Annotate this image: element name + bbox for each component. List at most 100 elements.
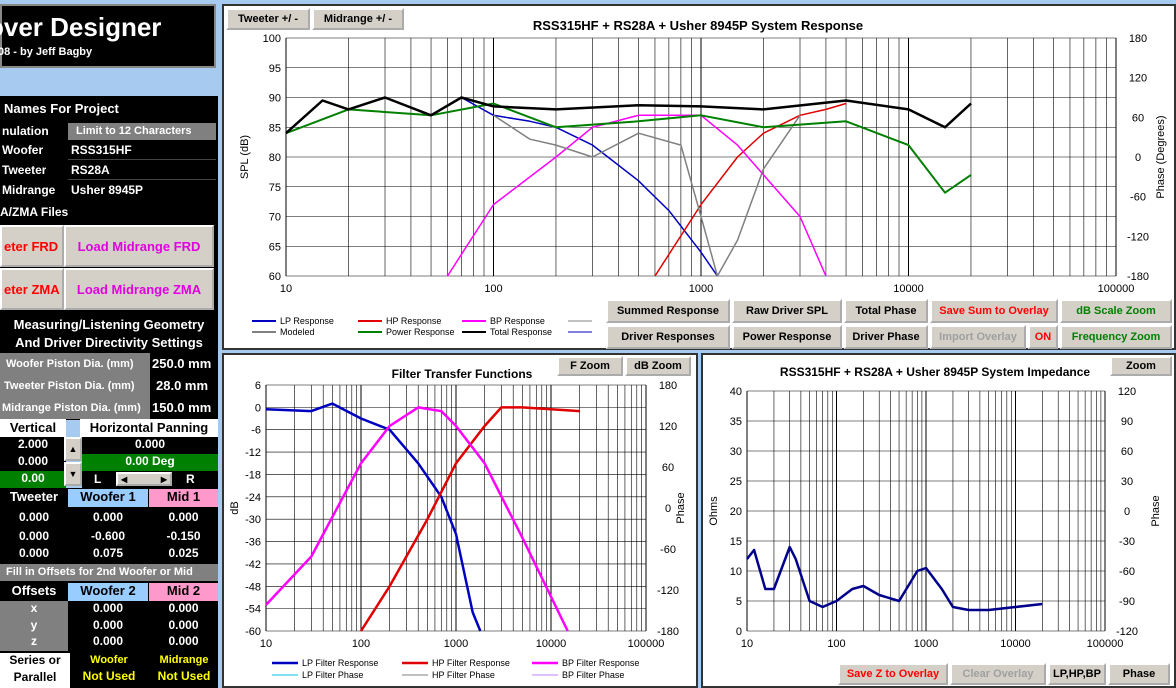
load-midrange-frd-button[interactable]: Load Midrange FRD	[64, 225, 214, 267]
woofer-series-bg	[72, 653, 146, 688]
filter-transfer-chart: Filter Transfer Functions60-6-12-18-24-3…	[229, 367, 687, 680]
vertical-down-button[interactable]: ▼	[64, 462, 82, 486]
power-response-button[interactable]: Power Response	[732, 325, 842, 349]
driver-phase-button[interactable]: Driver Phase	[844, 325, 928, 349]
mid1-y[interactable]: -0.150	[166, 529, 201, 543]
power-response-line	[285, 102, 972, 194]
response-xtick-label: 10000	[893, 283, 924, 295]
vertical-value-3[interactable]: 0.00	[0, 471, 66, 488]
tweeter-piston-field[interactable]: 28.0 mm	[150, 375, 218, 397]
mid-series-value[interactable]: Not Used	[157, 669, 211, 683]
impedance-ytick-label: 30	[730, 446, 742, 458]
tweeter-z[interactable]: 0.000	[18, 546, 50, 560]
f-zoom-button[interactable]: F Zoom	[557, 356, 623, 376]
legend-label: Total Response	[490, 327, 552, 337]
horizontal-value-1[interactable]: 0.000	[82, 437, 218, 454]
response-xtick-label: 100000	[1098, 283, 1135, 295]
mid2-y[interactable]: 0.000	[168, 618, 199, 632]
woofer-series-value[interactable]: Not Used	[82, 669, 136, 683]
simulation-label: nulation	[0, 124, 68, 141]
filter-ytick-label: 6	[255, 380, 261, 392]
impedance-zoom-button[interactable]: Zoom	[1110, 356, 1172, 376]
filter-legend-label: BP Filter Response	[562, 658, 639, 668]
horizontal-scrollbar[interactable]: ◀ ▶	[116, 472, 172, 486]
filter-xtick-label: 100000	[628, 638, 665, 650]
load-tweeter-zma-button[interactable]: eter ZMA	[0, 268, 64, 310]
load-midrange-zma-button[interactable]: Load Midrange ZMA	[64, 268, 214, 310]
clear-overlay-button[interactable]: Clear Overlay	[950, 663, 1046, 685]
response-ytick-label: 95	[269, 63, 281, 75]
woofer2-y[interactable]: 0.000	[92, 618, 124, 632]
filter-legend-label: LP Filter Response	[302, 658, 378, 668]
impedance-chart-title: RSS315HF + RS28A + Usher 8945P System Im…	[780, 365, 1090, 379]
offsets-note: Fill in Offsets for 2nd Woofer or Mid	[0, 564, 218, 581]
vertical-value-1[interactable]: 2.000	[0, 437, 66, 454]
filter-ytick-label: -48	[245, 581, 261, 593]
response-ytick-label: 85	[269, 122, 281, 134]
woofer-piston-field[interactable]: 250.0 mm	[150, 353, 218, 375]
response-y2tick-label: -60	[1130, 192, 1146, 204]
load-tweeter-frd-button[interactable]: eter FRD	[0, 225, 64, 267]
lp-filter-line	[265, 402, 482, 632]
woofer1-z[interactable]: 0.075	[92, 546, 124, 560]
tab-tweeter[interactable]: Tweeter +/ -	[226, 8, 310, 30]
save-z-overlay-button[interactable]: Save Z to Overlay	[838, 663, 948, 685]
left-arrow-icon: ◀	[121, 474, 128, 484]
response-ytick-label: 90	[269, 93, 281, 105]
tweeter-x[interactable]: 0.000	[18, 510, 50, 524]
woofer-name-field[interactable]: RSS315HF	[68, 141, 216, 160]
modeled-line	[493, 114, 801, 277]
woofer2-x[interactable]: 0.000	[92, 601, 124, 615]
overlay-on-toggle[interactable]: ON	[1028, 325, 1058, 349]
filter-legend-label: HP Filter Response	[432, 658, 510, 668]
legend-label: Power Response	[386, 327, 455, 337]
driver-responses-button[interactable]: Driver Responses	[606, 325, 730, 349]
filter-y2tick-label: 120	[659, 421, 677, 433]
save-sum-overlay-button[interactable]: Save Sum to Overlay	[930, 299, 1058, 323]
tweeter-y[interactable]: 0.000	[18, 529, 50, 543]
filter-ytick-label: -36	[245, 537, 261, 549]
raw-driver-spl-button[interactable]: Raw Driver SPL	[732, 299, 842, 323]
filter-ytick-label: -60	[245, 626, 261, 638]
mid1-z[interactable]: 0.025	[168, 546, 199, 560]
impedance-ytick-label: 40	[730, 386, 742, 398]
tweeter-name-field[interactable]: RS28A	[68, 161, 216, 180]
response-y2tick-label: -180	[1127, 271, 1149, 283]
geometry-header-1: Measuring/Listening Geometry	[13, 317, 205, 332]
filter-db-zoom-button[interactable]: dB Zoom	[625, 356, 691, 376]
vertical-up-button[interactable]: ▲	[64, 437, 82, 461]
filter-ytick-label: 0	[255, 402, 261, 414]
impedance-line	[746, 545, 1043, 612]
total-phase-button[interactable]: Total Phase	[844, 299, 928, 323]
mid1-x[interactable]: 0.000	[168, 510, 199, 524]
db-scale-zoom-button[interactable]: dB Scale Zoom	[1060, 299, 1172, 323]
chart-title: RSS315HF + RS28A + Usher 8945P System Re…	[533, 18, 863, 33]
tweeter-piston-label: Tweeter Piston Dia. (mm)	[0, 375, 150, 397]
midrange-name-field[interactable]: Usher 8945P	[68, 181, 216, 200]
filter-legend-label: HP Filter Phase	[432, 670, 495, 680]
down-arrow-icon: ▼	[68, 469, 78, 479]
mid2-x[interactable]: 0.000	[168, 601, 199, 615]
response-ytick-label: 75	[269, 182, 281, 194]
legend-label: BP Response	[490, 316, 545, 326]
vertical-value-2[interactable]: 0.000	[0, 454, 66, 471]
lp-hp-bp-button[interactable]: LP,HP,BP	[1048, 663, 1106, 685]
filter-ytick-label: -30	[245, 514, 261, 526]
impedance-phase-button[interactable]: Phase	[1108, 663, 1170, 685]
mid2-z[interactable]: 0.000	[168, 634, 199, 648]
filter-y2tick-label: 180	[659, 380, 677, 392]
filter-xtick-label: 10	[260, 638, 272, 650]
mid-piston-field[interactable]: 150.0 mm	[150, 397, 218, 419]
impedance-y2tick-label: 0	[1124, 506, 1130, 518]
woofer1-y[interactable]: -0.600	[90, 529, 126, 543]
response-y2tick-label: 0	[1135, 152, 1141, 164]
offsets-label: Offsets	[11, 583, 57, 598]
y-axis-label: SPL (dB)	[239, 135, 251, 179]
import-overlay-button[interactable]: Import Overlay	[930, 325, 1026, 349]
woofer1-x[interactable]: 0.000	[92, 510, 124, 524]
tab-midrange[interactable]: Midrange +/ -	[312, 8, 404, 30]
frequency-zoom-button[interactable]: Frequency Zoom	[1060, 325, 1172, 349]
woofer2-z[interactable]: 0.000	[92, 634, 124, 648]
vertical-label: Vertical	[0, 419, 66, 437]
summed-response-button[interactable]: Summed Response	[606, 299, 730, 323]
